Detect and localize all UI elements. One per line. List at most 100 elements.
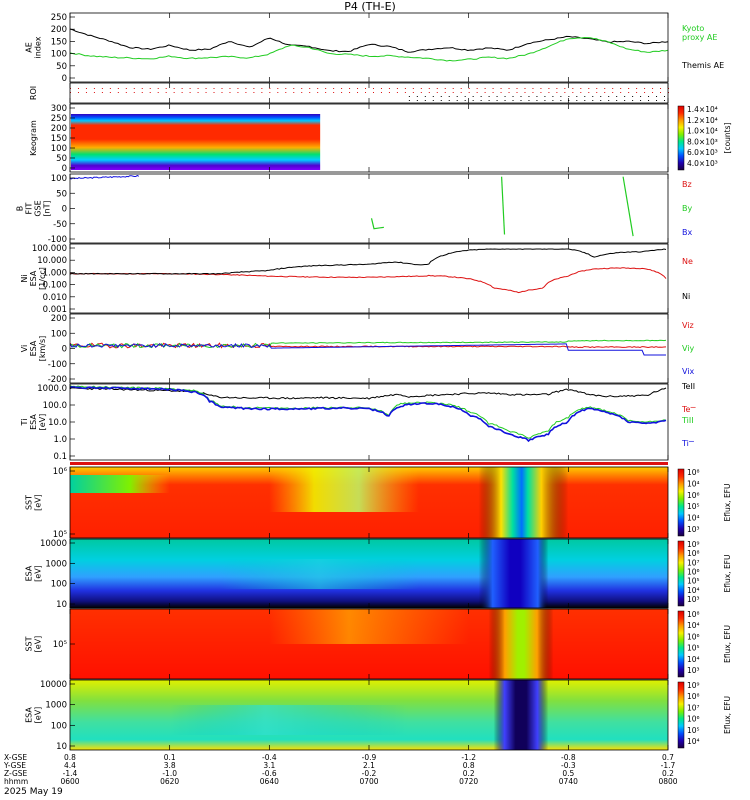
esa_i-colorbar-tick: 10⁴ bbox=[687, 737, 700, 746]
roi-mark bbox=[556, 88, 558, 89]
roi-mark bbox=[181, 88, 183, 89]
density-ytick-label: 1.000 bbox=[43, 268, 67, 278]
date-label: 2025 May 19 bbox=[4, 787, 63, 797]
roi-mark bbox=[664, 96, 666, 97]
velocity-ytick-label: -100 bbox=[48, 360, 67, 370]
esa_e-colorbar-tick: 10⁵ bbox=[687, 577, 700, 586]
sst_e-colorbar-tick: 10⁵ bbox=[687, 502, 700, 511]
density-ytick-label: 100.000 bbox=[32, 244, 67, 254]
roi-mark bbox=[448, 96, 450, 97]
bfield-ylabel: B bbox=[16, 206, 25, 212]
roi-mark bbox=[648, 100, 650, 101]
xaxis-tick-label: -1.2 bbox=[461, 753, 476, 762]
roi-mark bbox=[388, 88, 390, 89]
roi-mark bbox=[277, 88, 279, 89]
temperature-ylabel: Ti bbox=[20, 419, 29, 427]
roi-mark bbox=[488, 100, 490, 101]
xaxis-tick-label: 0740 bbox=[559, 777, 578, 786]
roi-mark bbox=[157, 88, 159, 89]
xaxis-tick-label: -0.3 bbox=[561, 761, 576, 770]
roi-mark bbox=[269, 92, 271, 93]
roi-mark bbox=[205, 92, 207, 93]
roi-mark bbox=[488, 96, 490, 97]
sst_i-colorbar-tick: 10⁴ bbox=[687, 655, 700, 664]
density-line bbox=[69, 267, 667, 294]
roi-mark bbox=[628, 92, 630, 93]
roi-mark bbox=[85, 88, 87, 89]
sst_e-colorbar-tick: 10⁸ bbox=[687, 468, 700, 477]
sst_e-ylabel: SST bbox=[25, 495, 34, 510]
roi-mark bbox=[648, 96, 650, 97]
sst_e-dip bbox=[478, 467, 569, 538]
roi-mark bbox=[424, 100, 426, 101]
roi-mark bbox=[492, 88, 494, 89]
roi-mark bbox=[309, 92, 311, 93]
roi-mark bbox=[552, 96, 554, 97]
roi-mark bbox=[512, 100, 514, 101]
roi-mark bbox=[644, 92, 646, 93]
roi-mark bbox=[277, 92, 279, 93]
esa_e-colorbar-tick: 10³ bbox=[687, 595, 700, 604]
sst_e-colorbar-tick: 10⁴ bbox=[687, 479, 700, 488]
roi-mark bbox=[540, 88, 542, 89]
esa_e-colorbar-tick: 10⁹ bbox=[687, 540, 700, 549]
sst_e-colorbar-tick: 10⁶ bbox=[687, 491, 700, 500]
roi-mark bbox=[181, 92, 183, 93]
sst_e-colorbar bbox=[677, 468, 685, 537]
roi-mark bbox=[608, 100, 610, 101]
roi-mark bbox=[640, 96, 642, 97]
roi-mark bbox=[253, 92, 255, 93]
xaxis-tick-label: 0.2 bbox=[463, 769, 475, 778]
esa_i-colorbar-tick: 10⁸ bbox=[687, 692, 700, 701]
roi-mark bbox=[516, 92, 518, 93]
roi-mark bbox=[293, 88, 295, 89]
roi-mark bbox=[301, 88, 303, 89]
roi-mark bbox=[444, 92, 446, 93]
roi-mark bbox=[500, 92, 502, 93]
ae-ytick-label: 200 bbox=[51, 25, 67, 35]
density-line bbox=[69, 248, 667, 275]
xaxis-tick-label: -0.9 bbox=[362, 753, 377, 762]
roi-mark bbox=[317, 88, 319, 89]
roi-mark bbox=[644, 88, 646, 89]
roi-mark bbox=[357, 88, 359, 89]
sst_i-colorbar bbox=[677, 610, 685, 678]
esa_i-ytick-label: 10 bbox=[56, 742, 67, 752]
roi-mark bbox=[261, 92, 263, 93]
roi-mark bbox=[372, 88, 374, 89]
xaxis-tick-label: 2.1 bbox=[363, 761, 375, 770]
roi-mark bbox=[468, 88, 470, 89]
roi-ylabel: ROI bbox=[29, 86, 38, 100]
roi-mark bbox=[616, 96, 618, 97]
esa_e-colorbar-tick: 10⁸ bbox=[687, 549, 700, 558]
roi-mark bbox=[133, 92, 135, 93]
bfield-ytick-label: -100 bbox=[48, 235, 67, 245]
roi-mark bbox=[436, 88, 438, 89]
roi-mark bbox=[408, 100, 410, 101]
roi-mark bbox=[456, 100, 458, 101]
roi-mark bbox=[552, 100, 554, 101]
roi-mark bbox=[640, 100, 642, 101]
density-ytick-label: 0.100 bbox=[43, 281, 67, 291]
temperature-ytick-label: 0.1 bbox=[53, 452, 67, 462]
roi-mark bbox=[588, 92, 590, 93]
roi-mark bbox=[584, 100, 586, 101]
ae-ytick-label: 150 bbox=[51, 37, 67, 47]
roi-mark bbox=[476, 92, 478, 93]
roi-mark bbox=[341, 88, 343, 89]
esa_e-colorbar-tick: 10⁴ bbox=[687, 586, 700, 595]
roi-mark bbox=[325, 92, 327, 93]
roi-mark bbox=[628, 88, 630, 89]
roi-mark bbox=[365, 92, 367, 93]
roi-mark bbox=[564, 88, 566, 89]
bfield-ylabel: FIT bbox=[25, 202, 34, 214]
sst_i-ytick-label: 10⁵ bbox=[53, 640, 67, 650]
roi-mark bbox=[372, 92, 374, 93]
roi-mark bbox=[524, 88, 526, 89]
xaxis-row-label: hhmm bbox=[4, 777, 28, 786]
keogram-ytick-label: 50 bbox=[56, 154, 67, 164]
keogram-ytick-label: 0 bbox=[62, 164, 67, 174]
density-ytick-label: 0.010 bbox=[43, 293, 67, 303]
